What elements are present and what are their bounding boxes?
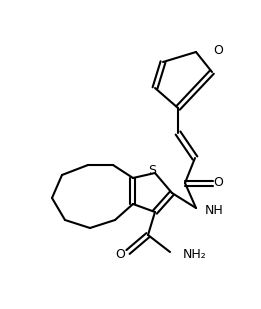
Text: NH: NH [205,204,224,217]
Text: O: O [213,44,223,57]
Text: S: S [148,163,156,176]
Text: O: O [213,176,223,188]
Text: NH₂: NH₂ [183,248,207,261]
Text: O: O [115,248,125,261]
